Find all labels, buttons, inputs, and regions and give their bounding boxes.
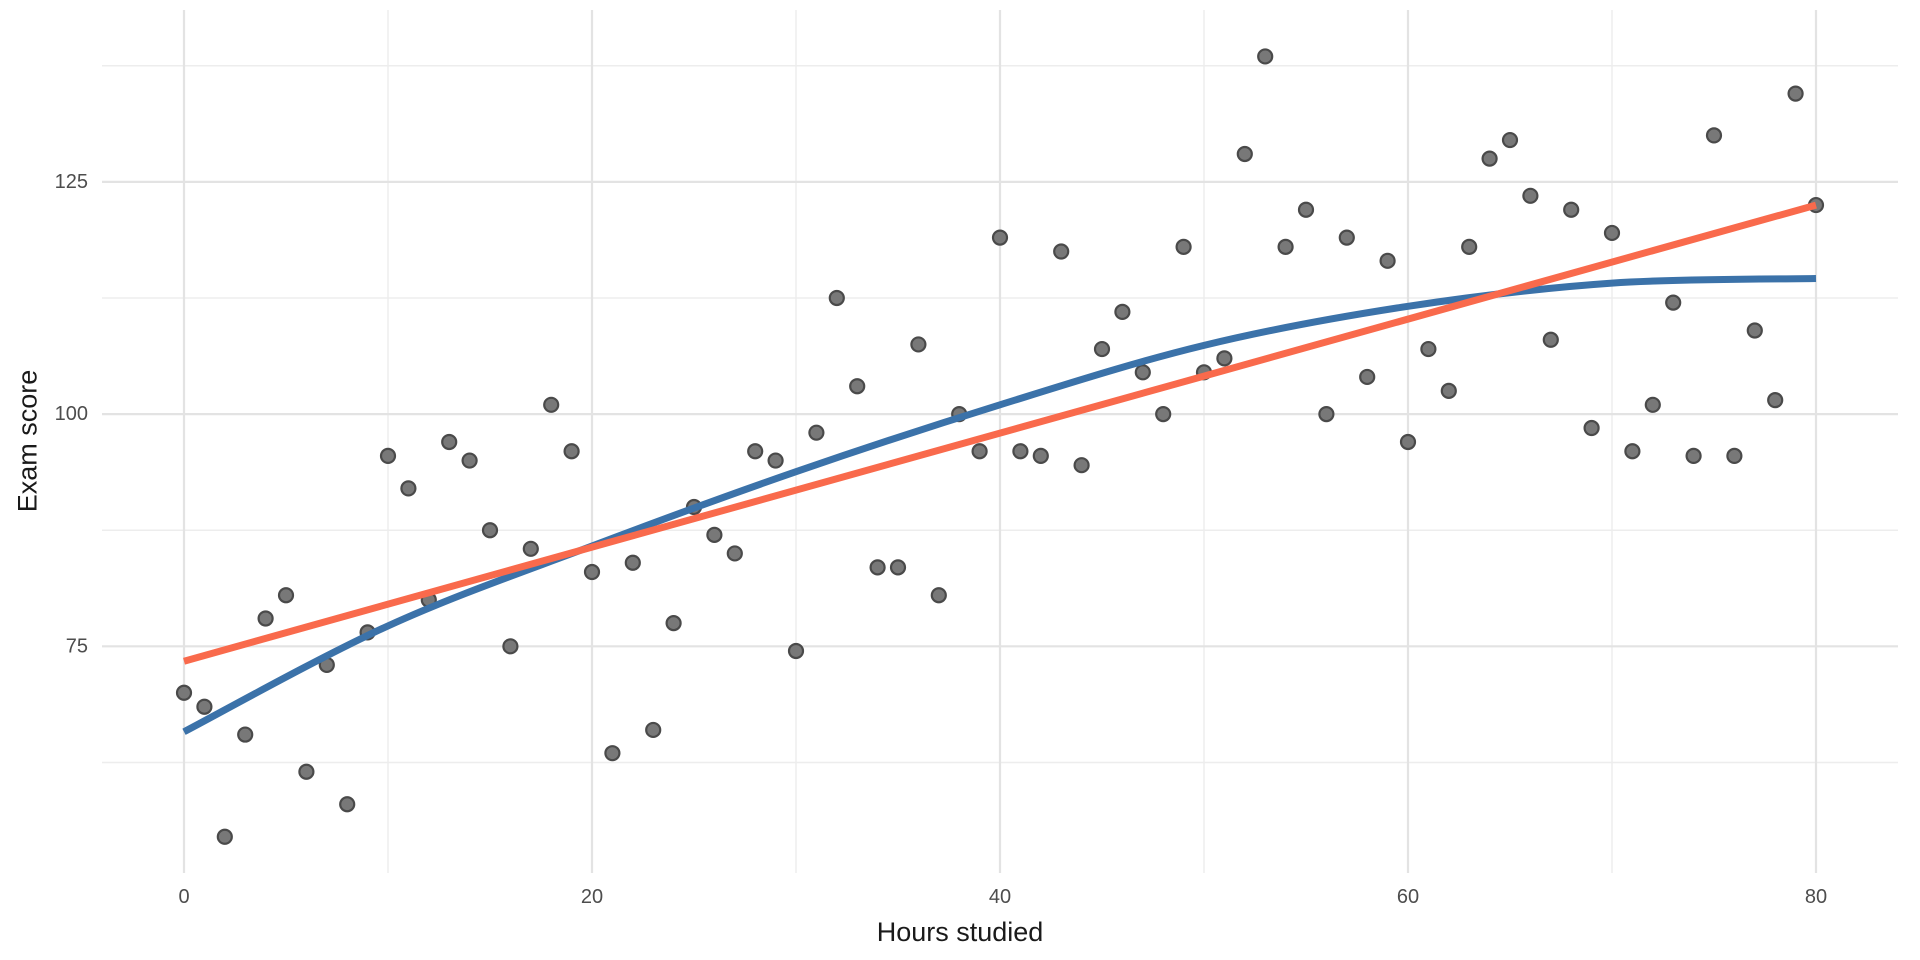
scatter-point [1379, 252, 1396, 269]
loess-smooth-line [182, 275, 1817, 735]
scatter-point [298, 763, 315, 780]
scatter-point [991, 229, 1009, 246]
scatter-point [1399, 433, 1417, 451]
scatter-point [339, 796, 356, 813]
scatter-point [624, 554, 641, 571]
scatter-point [1583, 419, 1600, 437]
y-tick-label: 100 [55, 403, 88, 425]
scatter-point [869, 559, 886, 576]
x-tick-label: 80 [1805, 886, 1827, 908]
scatter-point [889, 559, 907, 576]
scatter-point [1093, 340, 1111, 358]
scatter-point [1665, 294, 1682, 311]
scatter-point [1420, 340, 1437, 358]
scatter-point [726, 545, 743, 562]
scatter-point [930, 587, 947, 604]
scatter-point [502, 638, 519, 655]
scatter-point [1114, 303, 1131, 321]
scatter-point [1440, 382, 1457, 399]
scatter-point [1644, 396, 1661, 413]
scatter-point [1032, 447, 1049, 464]
scatter-point [400, 480, 417, 497]
scatter-point [1501, 131, 1519, 149]
y-tick-label: 75 [66, 635, 88, 657]
scatter-point [910, 336, 927, 353]
scatter-point [808, 424, 825, 441]
scatter-point [1053, 243, 1070, 260]
scatter-point [1134, 364, 1151, 381]
scatter-point [767, 452, 784, 469]
scatter-point [1216, 350, 1233, 367]
scatter-point [1012, 443, 1029, 460]
scatter-point [257, 610, 274, 627]
scatter-point [441, 433, 458, 451]
scatter-point [1318, 405, 1335, 423]
scatter-point [1746, 322, 1763, 339]
scatter-point [747, 443, 764, 460]
scatter-point [1338, 229, 1355, 246]
scatter-point [849, 378, 866, 395]
scatter-point [196, 698, 213, 715]
scatter-point [1522, 187, 1539, 204]
scatter-point [1481, 150, 1498, 167]
scatter-point [461, 452, 478, 469]
scatter-point [1297, 201, 1315, 218]
scatter-point [1685, 447, 1702, 464]
scatter-point [828, 289, 845, 307]
x-axis-title: Hours studied [876, 917, 1044, 947]
x-tick-label: 40 [989, 886, 1011, 908]
scatter-point [583, 563, 601, 581]
scatter-point [1542, 331, 1559, 348]
scatter-point [1461, 238, 1478, 255]
scatter-point [1236, 145, 1253, 163]
scatter-point [706, 526, 723, 543]
scatter-point [1359, 368, 1376, 386]
y-tick-label: 125 [55, 171, 88, 193]
scatter-point [563, 443, 580, 460]
linear-fit-line [183, 201, 1817, 665]
x-tick-label: 20 [581, 886, 603, 908]
scatter-point [1726, 447, 1743, 464]
scatter-point [1257, 48, 1274, 65]
scatter-point [543, 396, 560, 413]
scatter-point [237, 726, 254, 743]
scatter-point [216, 828, 233, 845]
scatter-point [604, 745, 621, 762]
scatter-point [1787, 85, 1804, 102]
x-tick-label: 0 [178, 886, 189, 908]
scatter-point [1624, 443, 1641, 460]
scatter-point [175, 684, 193, 701]
scatter-point [787, 642, 805, 660]
scatter-point [1603, 224, 1621, 242]
scatter-point [1073, 457, 1090, 474]
scatter-point [1563, 201, 1580, 218]
scatter-point [481, 522, 499, 539]
x-tick-label: 60 [1397, 886, 1419, 908]
scatter-point [1175, 238, 1192, 255]
scatter-point [665, 615, 682, 632]
scatter-point [1767, 392, 1784, 409]
scatter-point [971, 443, 988, 460]
scatter-point [277, 587, 295, 604]
scatter-point [379, 447, 397, 464]
scatter-point [1277, 238, 1294, 255]
scatter-point [1705, 127, 1723, 144]
y-axis-title: Exam score [12, 369, 43, 513]
scatter-point [1155, 405, 1172, 423]
scatter-point [522, 540, 539, 557]
scatter-point [645, 721, 662, 739]
